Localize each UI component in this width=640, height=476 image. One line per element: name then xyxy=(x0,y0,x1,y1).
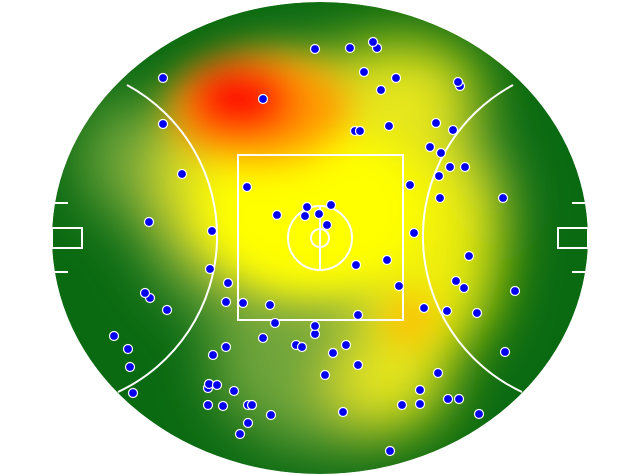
point xyxy=(509,285,521,297)
point xyxy=(127,387,139,399)
point xyxy=(176,168,188,180)
field-lines xyxy=(51,84,589,393)
point xyxy=(450,275,462,287)
point xyxy=(327,347,339,359)
point xyxy=(157,118,169,130)
point xyxy=(441,305,453,317)
point xyxy=(442,393,454,405)
point xyxy=(271,209,283,221)
point xyxy=(447,124,459,136)
point xyxy=(424,141,436,153)
point xyxy=(242,417,254,429)
point xyxy=(220,341,232,353)
point xyxy=(211,379,223,391)
point xyxy=(108,330,120,342)
point xyxy=(299,210,311,222)
point xyxy=(352,309,364,321)
point xyxy=(408,227,420,239)
point xyxy=(337,406,349,418)
point xyxy=(325,199,337,211)
point xyxy=(414,398,426,410)
point xyxy=(381,254,393,266)
point xyxy=(344,42,356,54)
point xyxy=(202,399,214,411)
point xyxy=(234,428,246,440)
point xyxy=(269,317,281,329)
point xyxy=(241,181,253,193)
point xyxy=(499,346,511,358)
point xyxy=(459,161,471,173)
point xyxy=(222,277,234,289)
point xyxy=(444,161,456,173)
point xyxy=(313,208,325,220)
point xyxy=(414,384,426,396)
point xyxy=(309,320,321,332)
point xyxy=(207,349,219,361)
point xyxy=(124,361,136,373)
point xyxy=(321,219,333,231)
point xyxy=(452,76,464,88)
point xyxy=(264,299,276,311)
point xyxy=(396,399,408,411)
point xyxy=(463,250,475,262)
point xyxy=(471,307,483,319)
point xyxy=(139,287,151,299)
point xyxy=(375,84,387,96)
point xyxy=(246,399,258,411)
point xyxy=(204,263,216,275)
point xyxy=(143,216,155,228)
point xyxy=(257,332,269,344)
point xyxy=(350,259,362,271)
point xyxy=(161,304,173,316)
point xyxy=(301,201,313,213)
point xyxy=(497,192,509,204)
point xyxy=(340,339,352,351)
heatmap xyxy=(52,2,588,474)
point xyxy=(430,117,442,129)
point xyxy=(257,93,269,105)
point xyxy=(319,369,331,381)
point xyxy=(265,409,277,421)
point xyxy=(309,43,321,55)
point xyxy=(384,445,396,457)
point xyxy=(220,296,232,308)
point xyxy=(393,280,405,292)
point xyxy=(383,120,395,132)
point xyxy=(296,341,308,353)
point xyxy=(432,367,444,379)
point xyxy=(435,147,447,159)
point xyxy=(404,179,416,191)
point xyxy=(433,170,445,182)
point xyxy=(352,359,364,371)
point xyxy=(390,72,402,84)
point xyxy=(453,393,465,405)
point xyxy=(358,66,370,78)
point xyxy=(217,400,229,412)
point xyxy=(367,36,379,48)
point xyxy=(122,343,134,355)
point xyxy=(418,302,430,314)
point xyxy=(228,385,240,397)
point xyxy=(473,408,485,420)
point xyxy=(157,72,169,84)
point xyxy=(458,282,470,294)
point xyxy=(434,192,446,204)
point xyxy=(237,297,249,309)
point xyxy=(354,125,366,137)
point xyxy=(206,225,218,237)
